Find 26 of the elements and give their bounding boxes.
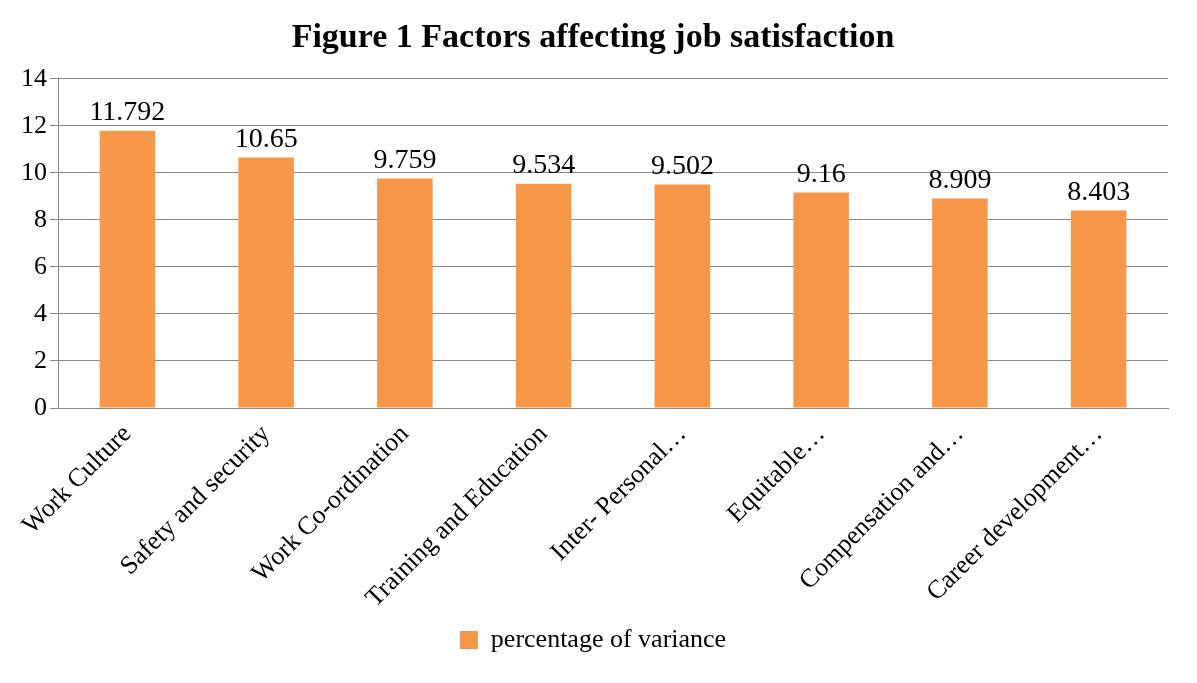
data-label: 9.16	[796, 156, 846, 188]
bar	[377, 178, 433, 408]
bar	[932, 198, 988, 408]
y-tick-label: 10	[21, 156, 47, 186]
legend-label: percentage of variance	[490, 623, 727, 653]
y-tick-label: 4	[34, 297, 47, 327]
data-label: 8.909	[928, 162, 992, 194]
data-label: 11.792	[89, 95, 166, 127]
data-label: 9.534	[512, 148, 576, 180]
bar	[793, 192, 849, 408]
y-tick-label: 12	[21, 109, 47, 139]
data-label: 10.65	[234, 121, 298, 153]
y-tick-label: 6	[34, 250, 47, 280]
y-tick-label: 14	[21, 62, 47, 92]
y-tick-label: 2	[34, 344, 47, 374]
data-label: 8.403	[1067, 174, 1131, 206]
bar	[515, 183, 572, 408]
bar	[654, 184, 711, 408]
bar	[238, 157, 294, 408]
chart-title: Figure 1 Factors affecting job satisfaction	[291, 17, 895, 55]
y-tick-label: 8	[34, 203, 47, 233]
y-tick-label: 0	[34, 391, 47, 421]
data-label: 9.759	[373, 142, 437, 174]
bar	[1070, 210, 1127, 408]
data-label: 9.502	[650, 148, 714, 180]
bar	[99, 130, 156, 408]
